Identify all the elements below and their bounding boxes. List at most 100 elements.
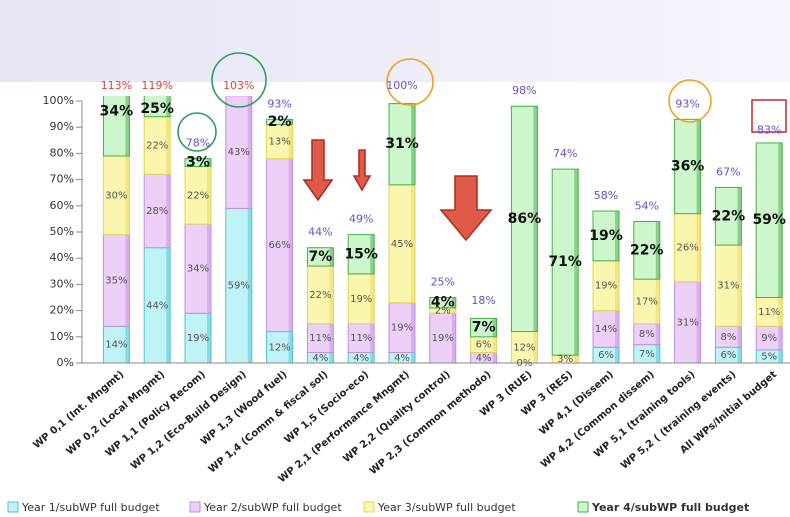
data-label: 43% [228, 147, 250, 158]
bar-segment [306, 265, 334, 325]
bar-side [492, 336, 497, 353]
data-label: 11% [309, 333, 331, 344]
bar-segment [102, 325, 130, 364]
bar-side [125, 234, 130, 327]
data-label: 6% [720, 350, 736, 361]
y-tick-label: 70% [50, 173, 74, 186]
data-label: 44% [146, 300, 168, 311]
bar-segment [143, 96, 171, 118]
data-label: 15% [344, 246, 378, 262]
bar-segment [755, 142, 783, 298]
bar-side [166, 96, 171, 117]
bar-side [451, 313, 456, 363]
legend-label: Year 2/subWP full budget [203, 501, 342, 514]
bar-side [696, 119, 701, 214]
bar-side [329, 323, 334, 353]
bar-side [247, 96, 252, 209]
bar-segment [143, 116, 171, 175]
total-label: 83% [757, 124, 781, 137]
data-label: 4% [312, 353, 328, 364]
y-tick-label: 20% [50, 304, 74, 317]
data-label: 13% [268, 137, 290, 148]
bar-segment [306, 323, 334, 354]
bar-side [207, 158, 211, 167]
bar-side [778, 349, 783, 363]
bar-segment [225, 96, 253, 209]
bar-side [207, 166, 211, 225]
bar-side [125, 326, 130, 363]
bar-side [288, 124, 293, 159]
bar-side [574, 169, 579, 356]
data-label: 12% [268, 342, 290, 353]
data-label: 4% [353, 353, 369, 364]
data-label: 59% [752, 212, 786, 228]
bar-side [451, 307, 456, 314]
data-label: 19% [595, 281, 617, 292]
bar-side [125, 156, 130, 235]
data-label: 19% [391, 323, 413, 334]
bar-side [370, 352, 375, 363]
bar-segment [429, 312, 457, 364]
data-label: 3% [186, 155, 210, 171]
data-label: 71% [548, 254, 582, 270]
data-label: 19% [350, 294, 372, 305]
bar-segment [674, 281, 702, 364]
y-tick-label: 90% [50, 120, 74, 133]
data-label: 25% [140, 101, 174, 117]
highlight-circle [386, 58, 434, 106]
data-label: 22% [146, 141, 168, 152]
total-label: 113% [101, 79, 132, 92]
bar-side [533, 106, 538, 332]
bar-side [615, 260, 619, 311]
y-tick-label: 50% [50, 225, 74, 238]
y-tick-label: 100% [43, 94, 74, 107]
data-label: 17% [636, 296, 658, 307]
data-label: 59% [228, 281, 250, 292]
bar-side [166, 247, 171, 363]
bar-side [533, 331, 538, 363]
bar-side [655, 279, 660, 324]
data-label: 5% [761, 351, 777, 362]
legend-swatch [7, 501, 19, 513]
total-label: 18% [471, 294, 495, 307]
bar-side [370, 234, 375, 274]
data-label: 7% [309, 249, 333, 265]
data-label: 6% [476, 340, 492, 351]
arrow [439, 175, 493, 242]
total-label: 58% [594, 189, 618, 202]
total-label: 74% [553, 147, 577, 160]
bar-side [737, 187, 742, 246]
bar-segment [592, 210, 620, 262]
data-label: 22% [630, 242, 664, 258]
y-tick-label: 0% [57, 356, 74, 369]
data-label: 11% [758, 307, 780, 318]
bar-side [166, 174, 171, 248]
total-label: 54% [635, 200, 659, 213]
bar-side [411, 184, 415, 303]
bar-segment [143, 173, 171, 249]
bar-side [288, 119, 293, 125]
bar-side [655, 323, 660, 345]
data-label: 8% [720, 332, 736, 343]
header-band [0, 0, 790, 82]
data-label: 66% [268, 240, 290, 251]
data-label: 19% [187, 333, 209, 344]
bar-segment [225, 207, 253, 364]
annotations [177, 52, 787, 242]
bar-segment [388, 184, 416, 304]
data-label: 35% [105, 275, 127, 286]
bar-side [247, 208, 252, 363]
data-label: 31% [385, 136, 419, 152]
highlight-circle [668, 79, 712, 123]
data-label: 26% [676, 243, 698, 254]
bar-side [492, 318, 497, 337]
data-label: 14% [595, 324, 617, 335]
plot-area [102, 96, 783, 364]
bar-segment [184, 223, 212, 314]
bar-side [655, 344, 660, 363]
legend-swatch [189, 501, 201, 513]
data-label: 3% [557, 354, 573, 365]
bar-side [492, 352, 497, 363]
bar-side [207, 224, 211, 314]
